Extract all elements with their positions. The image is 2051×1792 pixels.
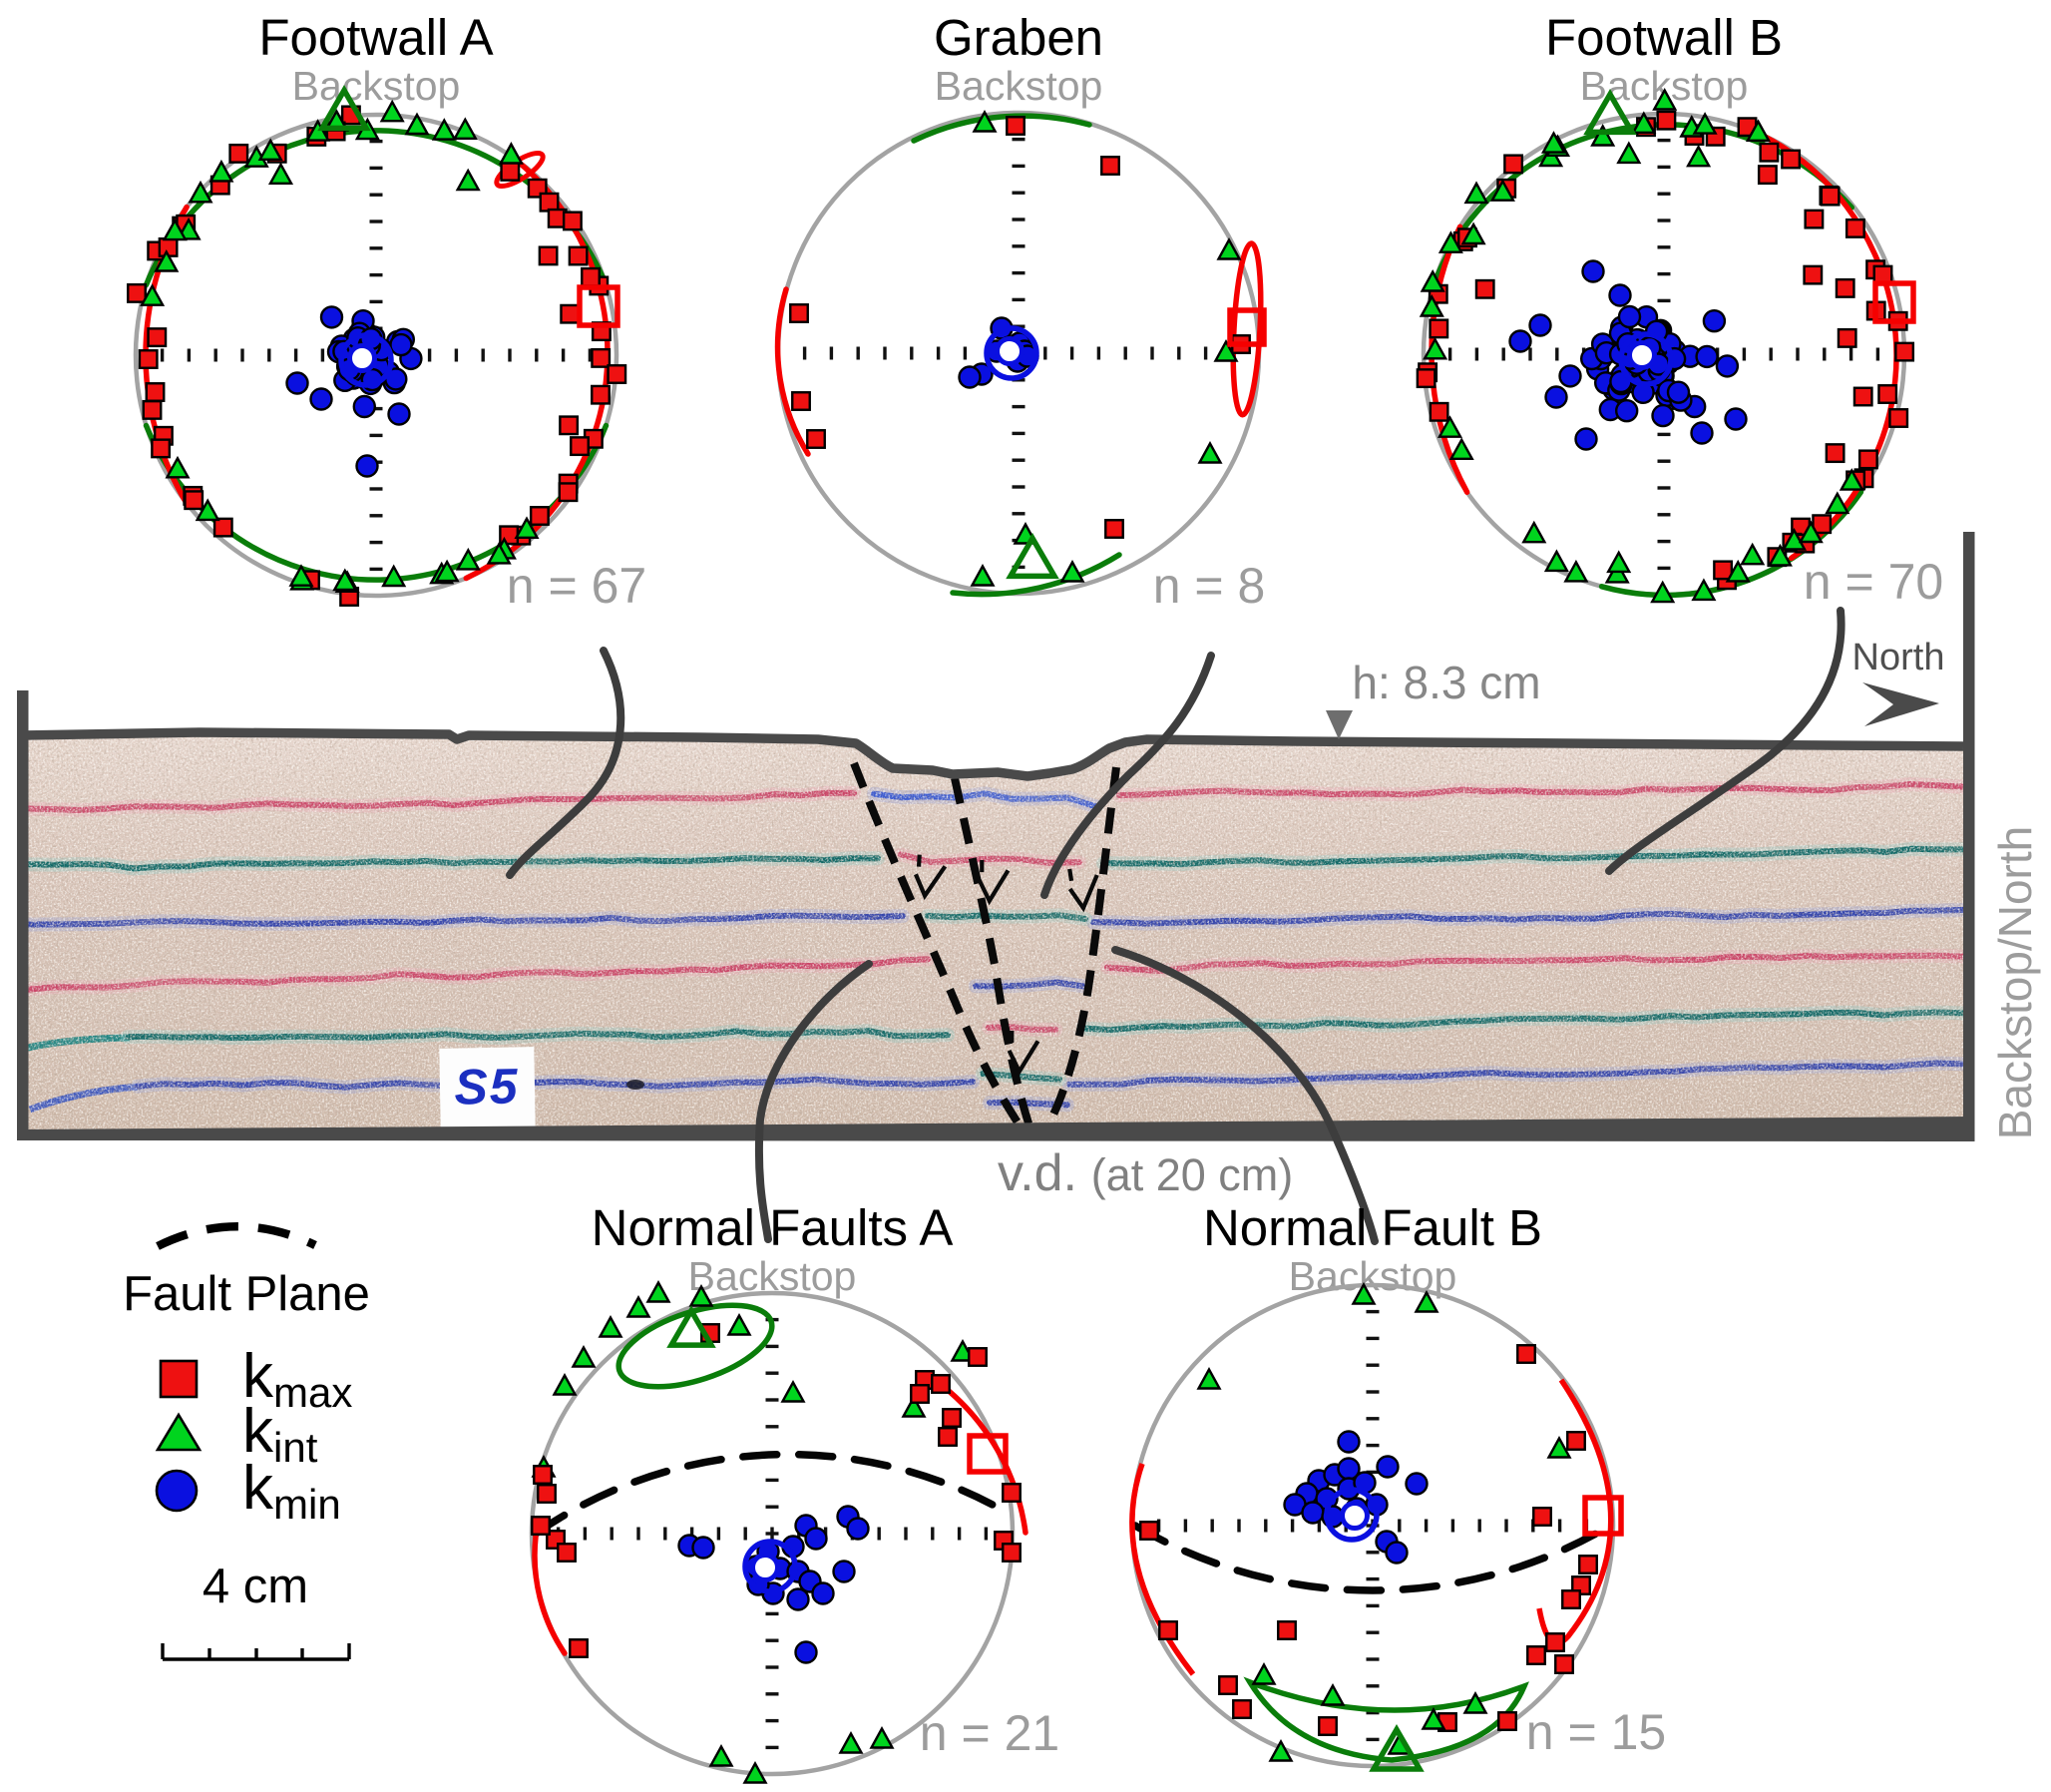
svg-text:n = 67: n = 67 [507, 558, 646, 614]
svg-text:S5: S5 [454, 1058, 520, 1115]
svg-text:n = 21: n = 21 [920, 1705, 1059, 1761]
svg-text:Backstop/North: Backstop/North [1989, 826, 2041, 1139]
svg-text:(at 20 cm): (at 20 cm) [1091, 1149, 1294, 1200]
svg-text:h: 8.3 cm: h: 8.3 cm [1352, 657, 1540, 708]
svg-text:n = 8: n = 8 [1153, 558, 1266, 614]
svg-text:4 cm: 4 cm [203, 1560, 308, 1613]
svg-text:Backstop: Backstop [292, 63, 461, 109]
svg-text:North: North [1852, 637, 1945, 678]
svg-text:Fault Plane: Fault Plane [123, 1267, 370, 1321]
svg-text:v.d.: v.d. [998, 1144, 1077, 1202]
svg-text:Footwall A: Footwall A [258, 9, 493, 66]
svg-text:Footwall B: Footwall B [1545, 9, 1783, 66]
svg-text:n = 70: n = 70 [1804, 554, 1943, 610]
svg-text:Normal Faults A: Normal Faults A [592, 1199, 954, 1256]
svg-text:Backstop: Backstop [935, 63, 1103, 109]
svg-text:n = 15: n = 15 [1526, 1704, 1666, 1760]
svg-text:Normal Fault B: Normal Fault B [1203, 1199, 1542, 1256]
svg-text:Graben: Graben [934, 9, 1103, 66]
